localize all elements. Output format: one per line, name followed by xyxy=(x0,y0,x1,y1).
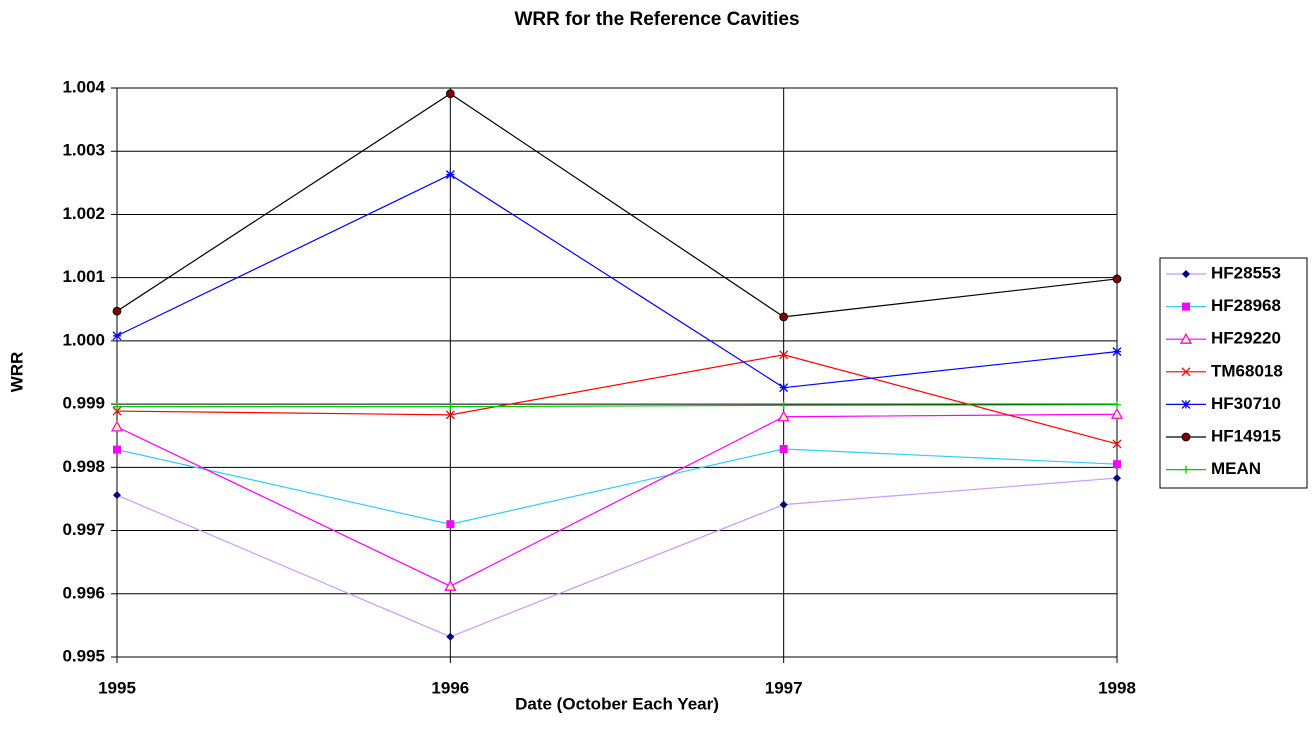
marker-shape xyxy=(112,306,122,316)
marker xyxy=(779,401,788,410)
marker-shape xyxy=(1179,332,1193,344)
marker-shape xyxy=(1182,302,1190,311)
marker-shape xyxy=(444,579,457,591)
series-line xyxy=(117,404,1118,408)
marker-shape xyxy=(1181,432,1191,442)
chart-title: WRR for the Reference Cavities xyxy=(514,9,799,30)
marker-shape xyxy=(779,312,789,322)
marker-shape xyxy=(1181,367,1191,377)
marker-shape xyxy=(779,500,788,509)
marker xyxy=(779,500,788,509)
marker xyxy=(445,89,455,99)
legend-label: HF28968 xyxy=(1211,296,1281,315)
series-line xyxy=(116,173,1118,389)
marker xyxy=(445,170,455,180)
marker-shape xyxy=(779,350,789,360)
marker xyxy=(779,312,789,322)
marker xyxy=(1179,332,1193,344)
marker xyxy=(444,579,457,591)
marker xyxy=(1181,367,1191,377)
y-tick-label: 1.000 xyxy=(62,330,105,349)
marker xyxy=(1113,460,1121,469)
series-line xyxy=(116,354,1118,445)
marker xyxy=(779,383,789,393)
marker-shape xyxy=(113,445,121,454)
marker-shape xyxy=(779,444,788,453)
marker-shape xyxy=(1112,274,1122,284)
marker xyxy=(110,420,124,432)
legend-label: HF29220 xyxy=(1211,329,1281,348)
marker xyxy=(777,410,790,422)
legend-label: TM68018 xyxy=(1211,361,1283,380)
marker xyxy=(1112,347,1122,357)
marker xyxy=(779,444,788,453)
series-line xyxy=(116,413,1118,587)
marker xyxy=(1181,399,1191,409)
x-tick-label: 1997 xyxy=(765,678,803,697)
marker-shape xyxy=(110,420,124,432)
y-tick-label: 1.002 xyxy=(62,204,105,223)
marker-shape xyxy=(1113,460,1121,469)
y-tick-label: 1.003 xyxy=(62,141,105,160)
marker-shape xyxy=(112,406,122,416)
marker xyxy=(113,402,121,411)
marker xyxy=(1181,432,1191,442)
x-tick-label: 1995 xyxy=(98,678,136,697)
marker xyxy=(445,410,455,420)
marker-shape xyxy=(113,491,121,500)
marker-shape xyxy=(445,89,455,99)
marker-shape xyxy=(445,410,455,420)
marker xyxy=(446,632,455,641)
series-line xyxy=(116,448,1118,525)
x-tick-label: 1996 xyxy=(431,678,469,697)
marker-shape xyxy=(446,520,455,529)
series-line xyxy=(116,477,1118,638)
marker xyxy=(1110,407,1124,419)
series-line xyxy=(116,92,1118,318)
marker xyxy=(112,306,122,316)
marker xyxy=(1182,302,1190,311)
y-tick-label: 0.996 xyxy=(62,583,105,602)
y-axis-label: WRR xyxy=(7,352,26,393)
legend-label: HF30710 xyxy=(1211,394,1281,413)
legend-label: HF28553 xyxy=(1211,263,1281,282)
marker xyxy=(779,350,789,360)
marker xyxy=(1112,439,1122,449)
marker xyxy=(1113,474,1121,483)
marker-shape xyxy=(1110,407,1124,419)
x-tick-label: 1998 xyxy=(1098,678,1136,697)
marker-shape xyxy=(1113,474,1121,483)
marker xyxy=(112,406,122,416)
marker-shape xyxy=(777,410,790,422)
marker xyxy=(1182,270,1190,278)
legend-label: HF14915 xyxy=(1211,426,1281,445)
y-tick-label: 0.997 xyxy=(62,520,105,539)
marker xyxy=(113,445,121,454)
marker xyxy=(112,331,122,341)
y-tick-label: 0.999 xyxy=(62,394,105,413)
y-tick-label: 0.998 xyxy=(62,457,105,476)
y-tick-label: 1.004 xyxy=(62,77,105,96)
y-tick-label: 0.995 xyxy=(62,646,105,665)
marker xyxy=(446,520,455,529)
x-axis-label: Date (October Each Year) xyxy=(515,694,719,713)
legend-label: MEAN xyxy=(1211,459,1261,478)
marker xyxy=(1112,274,1122,284)
marker-shape xyxy=(1112,439,1122,449)
plot-frame xyxy=(116,87,1118,658)
marker xyxy=(446,402,455,411)
marker-shape xyxy=(1182,270,1190,278)
marker-shape xyxy=(446,632,455,641)
marker xyxy=(113,491,121,500)
y-tick-label: 1.001 xyxy=(62,267,105,286)
marker xyxy=(1113,400,1121,409)
marker xyxy=(1182,465,1190,474)
